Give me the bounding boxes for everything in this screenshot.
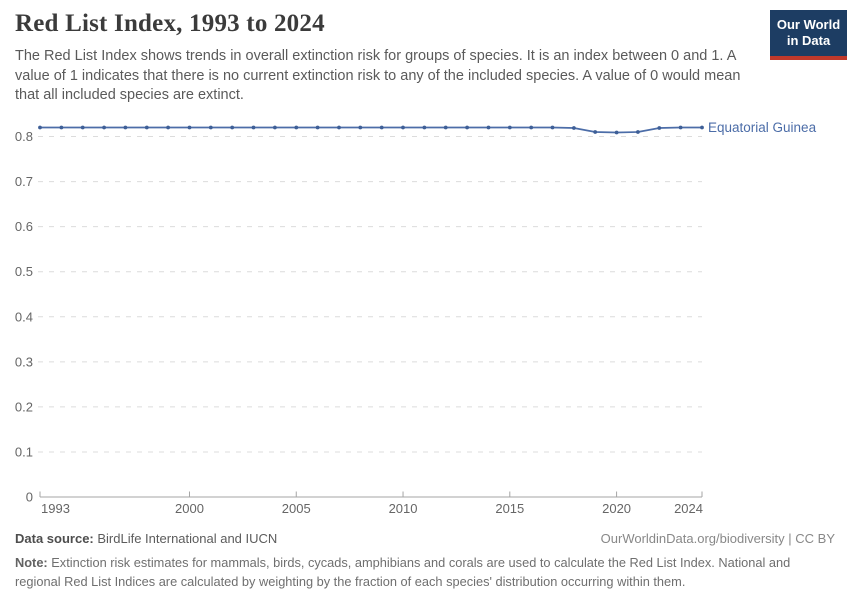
entity-label[interactable]: Equatorial Guinea	[708, 120, 817, 135]
data-source-text: BirdLife International and IUCN	[93, 531, 278, 546]
data-point[interactable]	[208, 125, 213, 130]
data-point[interactable]	[337, 125, 341, 130]
data-point[interactable]	[550, 125, 555, 130]
data-point[interactable]	[657, 126, 662, 130]
data-point[interactable]	[123, 125, 128, 130]
data-point[interactable]	[251, 125, 256, 130]
x-tick-label: 2010	[389, 501, 418, 516]
data-point[interactable]	[422, 125, 427, 130]
chart-subtitle: The Red List Index shows trends in overa…	[15, 48, 741, 104]
y-tick-label: 0.6	[15, 219, 33, 234]
data-point[interactable]	[294, 125, 299, 130]
data-point[interactable]	[678, 125, 683, 130]
data-point[interactable]	[529, 125, 534, 130]
y-tick-label: 0.3	[15, 354, 33, 369]
data-point[interactable]	[700, 125, 704, 130]
data-point[interactable]	[80, 125, 85, 130]
attribution-link[interactable]: OurWorldinData.org/biodiversity | CC BY	[600, 531, 835, 546]
chart-footer: Data source: BirdLife International and …	[15, 531, 835, 591]
data-point[interactable]	[486, 125, 491, 130]
line-chart[interactable]: 0 0.1 0.2 0.3 0.4 0.5 0.6 0.7 0.8 1993 2000 2005 201…	[0, 108, 850, 528]
x-tick-label: 2024	[674, 501, 703, 516]
x-tick-label: 1993	[41, 501, 70, 516]
data-point[interactable]	[443, 125, 448, 130]
y-tick-label: 0.1	[15, 444, 33, 459]
data-point[interactable]	[465, 125, 469, 130]
data-point[interactable]	[636, 130, 640, 134]
data-point[interactable]	[614, 130, 619, 135]
data-point[interactable]	[507, 125, 512, 130]
note-text: Extinction risk estimates for mammals, b…	[15, 555, 791, 589]
data-point[interactable]	[59, 125, 64, 130]
data-point[interactable]	[166, 125, 171, 130]
owid-logo[interactable]: Our World in Data	[770, 10, 847, 60]
y-tick-label: 0.7	[15, 174, 33, 189]
x-tick-label: 2020	[602, 501, 631, 516]
series-line[interactable]	[40, 126, 702, 134]
data-point[interactable]	[401, 125, 405, 130]
x-tick-label: 2000	[175, 501, 204, 516]
y-tick-label: 0	[26, 490, 33, 505]
data-point[interactable]	[593, 130, 598, 134]
data-point[interactable]	[144, 125, 149, 130]
y-tick-label: 0.5	[15, 264, 33, 279]
data-point[interactable]	[379, 125, 384, 130]
data-point[interactable]	[572, 126, 576, 130]
data-point[interactable]	[102, 125, 106, 130]
data-point[interactable]	[273, 125, 277, 130]
data-source-line: Data source: BirdLife International and …	[15, 531, 277, 546]
data-point[interactable]	[38, 125, 42, 130]
note-label: Note:	[15, 555, 48, 570]
x-tick-label: 2005	[282, 501, 311, 516]
data-point[interactable]	[358, 125, 363, 130]
chart-header: Red List Index, 1993 to 2024 The Red Lis…	[15, 10, 760, 106]
note-line: Note: Extinction risk estimates for mamm…	[15, 554, 815, 591]
y-tick-label: 0.4	[15, 309, 33, 324]
x-tick-label: 2015	[495, 501, 524, 516]
chart-canvas[interactable]: 0 0.1 0.2 0.3 0.4 0.5 0.6 0.7 0.8 1993 2000 2005 201…	[0, 108, 850, 528]
data-source-label: Data source:	[15, 531, 94, 546]
owid-logo-line1: Our World	[776, 17, 841, 32]
source-row: Data source: BirdLife International and …	[15, 531, 835, 546]
data-point[interactable]	[315, 125, 320, 130]
data-point[interactable]	[230, 125, 235, 130]
data-point[interactable]	[187, 125, 192, 130]
owid-logo-line2: in Data	[786, 33, 831, 49]
y-tick-label: 0.2	[15, 399, 33, 414]
page-title: Red List Index, 1993 to 2024	[15, 10, 325, 37]
y-tick-label: 0.8	[15, 129, 33, 144]
